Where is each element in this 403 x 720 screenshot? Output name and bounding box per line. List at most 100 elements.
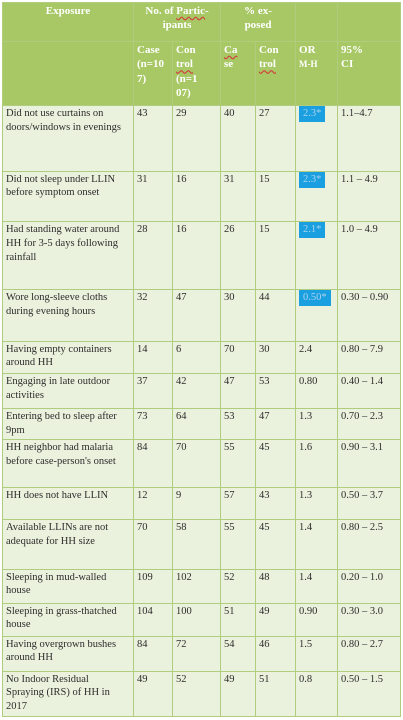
exposure-cell: Did not use curtains on doors/windows in… <box>2 105 134 172</box>
table-row: Available LLINs are not adequate for HH … <box>2 519 402 570</box>
table-row: Wore long-sleeve cloths during evening h… <box>2 289 402 342</box>
case-n-cell: 84 <box>133 439 173 488</box>
case-pct-cell: 49 <box>220 670 257 718</box>
case-pct-cell: 40 <box>220 105 257 172</box>
control-pct-cell: 53 <box>255 373 297 410</box>
case-n-cell: 43 <box>133 105 173 172</box>
exposure-cell: Entering bed to sleep after 9pm <box>2 408 134 441</box>
control-pct-cell: 45 <box>255 439 297 488</box>
ci-cell: 0.70 – 2.3 <box>337 408 402 441</box>
ci-header: 95% CI <box>337 41 402 106</box>
table-row: Had standing water around HH for 3-5 day… <box>2 221 402 291</box>
exposure-cell: Sleeping in grass-thatched house <box>2 602 134 637</box>
case-pct-cell: 55 <box>220 519 257 570</box>
or-cell: 0.50* <box>295 289 339 342</box>
table-row: Entering bed to sleep after 9pm 73 64 53 47 1… <box>2 408 402 441</box>
control-n-cell: 29 <box>171 105 222 172</box>
case-pct-cell: 31 <box>220 170 257 223</box>
control-pct-cell: 51 <box>255 670 297 718</box>
exposure-cell: No Indoor Residual Spraying (IRS) of HH … <box>2 670 134 718</box>
control-n-cell: 52 <box>171 670 222 718</box>
table-row: HH does not have LLIN 12 9 57 43 1.3 0.50 – 3.… <box>2 486 402 521</box>
or-header: OR M-H <box>295 41 339 106</box>
ci-cell: 0.50 – 1.5 <box>337 670 402 718</box>
exposure-cell: Did not sleep under LLIN before symptom … <box>2 170 134 223</box>
exposure-cell: Sleeping in mud-walled house <box>2 568 134 604</box>
table-row: Having overgrown bushes around HH 84 72 54 4… <box>2 635 402 672</box>
ci-cell: 1.0 – 4.9 <box>337 221 402 291</box>
exposure-cell: Having overgrown bushes around HH <box>2 635 134 672</box>
control-pct-cell: 27 <box>255 105 297 172</box>
case-n-cell: 70 <box>133 519 173 570</box>
control-n-header: Con trol (n=1 07) <box>171 41 222 106</box>
or-cell: 0.90 <box>295 602 339 637</box>
control-n-cell: 6 <box>171 340 222 375</box>
control-n-cell: 64 <box>171 408 222 441</box>
case-pct-cell: 30 <box>220 289 257 342</box>
case-pct-cell: 70 <box>220 340 257 375</box>
case-n-cell: 14 <box>133 340 173 375</box>
case-n-cell: 109 <box>133 568 173 604</box>
participants-header: No. of Partic-ipants <box>132 2 222 42</box>
ci-cell: 0.20 – 1.0 <box>337 568 402 604</box>
case-n-cell: 104 <box>133 602 173 637</box>
table-row: Sleeping in grass-thatched house 104 100 51… <box>2 602 402 637</box>
or-cell: 2.4 <box>295 340 339 375</box>
case-pct-cell: 51 <box>220 602 257 637</box>
case-n-cell: 73 <box>133 408 173 441</box>
control-n-cell: 102 <box>171 568 222 604</box>
ci-cell: 0.50 – 3.7 <box>337 486 402 521</box>
exposure-cell: Engaging in late outdoor activities <box>2 373 134 410</box>
case-pct-cell: 53 <box>220 408 257 441</box>
case-n-cell: 37 <box>133 373 173 410</box>
control-pct-cell: 46 <box>255 635 297 672</box>
or-highlight: 2.3* <box>299 172 326 188</box>
or-cell: 1.3 <box>295 486 339 521</box>
or-cell: 2.3* <box>295 170 339 223</box>
ci-cell: 0.80 – 2.7 <box>337 635 402 672</box>
or-cell: 1.4 <box>295 568 339 604</box>
case-pct-cell: 47 <box>220 373 257 410</box>
or-cell: 1.3 <box>295 408 339 441</box>
exposure-header: Exposure <box>2 2 134 42</box>
control-n-cell: 47 <box>171 289 222 342</box>
or-cell: 0.80 <box>295 373 339 410</box>
case-n-cell: 84 <box>133 635 173 672</box>
ci-cell: 0.90 – 3.1 <box>337 439 402 488</box>
exposure-cell: Having empty containers around HH <box>2 340 134 375</box>
case-n-cell: 31 <box>133 170 173 223</box>
case-pct-cell: 26 <box>220 221 257 291</box>
control-pct-cell: 30 <box>255 340 297 375</box>
table-row: No Indoor Residual Spraying (IRS) of HH … <box>2 670 402 718</box>
ci-cell: 0.40 – 1.4 <box>337 373 402 410</box>
case-pct-header: Ca se <box>220 41 257 106</box>
or-cell: 2.3* <box>295 105 339 172</box>
or-cell: 2.1* <box>295 221 339 291</box>
ci-cell: 0.80 – 2.5 <box>337 519 402 570</box>
control-n-cell: 16 <box>171 221 222 291</box>
control-n-cell: 42 <box>171 373 222 410</box>
control-pct-cell: 49 <box>255 602 297 637</box>
case-pct-cell: 57 <box>220 486 257 521</box>
case-pct-cell: 54 <box>220 635 257 672</box>
ci-cell: 1.1–4.7 <box>337 105 402 172</box>
control-n-cell: 70 <box>171 439 222 488</box>
case-pct-cell: 52 <box>220 568 257 604</box>
or-cell: 1.5 <box>295 635 339 672</box>
control-pct-cell: 48 <box>255 568 297 604</box>
control-pct-header: Con trol <box>255 41 297 106</box>
exposure-cell: Had standing water around HH for 3-5 day… <box>2 221 134 291</box>
table-row: Engaging in late outdoor activities 37 42 4… <box>2 373 402 410</box>
or-cell: 0.8 <box>295 670 339 718</box>
exposure-cell: Wore long-sleeve cloths during evening h… <box>2 289 134 342</box>
or-cell: 1.6 <box>295 439 339 488</box>
control-pct-cell: 15 <box>255 170 297 223</box>
ci-cell: 1.1 – 4.9 <box>337 170 402 223</box>
control-pct-cell: 44 <box>255 289 297 342</box>
or-highlight: 2.3* <box>299 106 326 122</box>
control-n-cell: 100 <box>171 602 222 637</box>
control-pct-cell: 15 <box>255 221 297 291</box>
control-n-cell: 58 <box>171 519 222 570</box>
case-n-cell: 28 <box>133 221 173 291</box>
